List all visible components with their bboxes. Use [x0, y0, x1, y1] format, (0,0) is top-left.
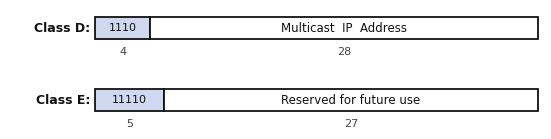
Bar — [95, 17, 150, 39]
Text: Reserved for future use: Reserved for future use — [282, 94, 421, 106]
Bar — [95, 89, 164, 111]
Bar — [150, 17, 538, 39]
Text: Class E:: Class E: — [36, 94, 90, 106]
Text: 4: 4 — [119, 47, 126, 57]
Text: 27: 27 — [344, 119, 358, 129]
Text: Class D:: Class D: — [34, 22, 90, 34]
Text: 5: 5 — [126, 119, 133, 129]
Text: 1110: 1110 — [109, 23, 137, 33]
Bar — [164, 89, 538, 111]
Text: Multicast  IP  Address: Multicast IP Address — [281, 22, 407, 34]
Text: 28: 28 — [337, 47, 352, 57]
Text: 11110: 11110 — [112, 95, 147, 105]
